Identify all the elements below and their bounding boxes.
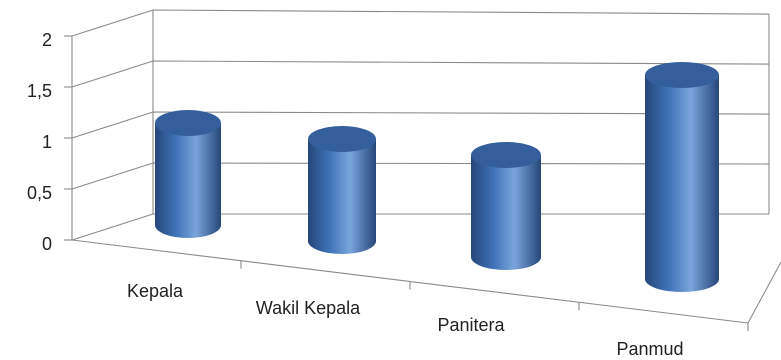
bar-top (471, 142, 541, 168)
bar-top (645, 62, 719, 88)
bar-body (308, 139, 376, 254)
y-tick-label: 1 (42, 132, 52, 152)
y-tick-label: 0 (42, 234, 52, 254)
bars (155, 62, 719, 292)
bar (471, 142, 541, 270)
bar-body (645, 75, 719, 292)
bar (645, 62, 719, 292)
chart-grid (64, 9, 781, 331)
y-tick-label: 0,5 (27, 183, 52, 203)
y-tick-label: 1,5 (27, 81, 52, 101)
bar (155, 110, 221, 238)
bar-body (471, 155, 541, 270)
x-tick-label: Wakil Kepala (256, 298, 361, 318)
bar-body (155, 123, 221, 238)
floor-right-edge (747, 261, 781, 324)
x-tick-label: Panitera (437, 315, 505, 335)
y-axis-labels: 0 0,5 1 1,5 2 (27, 30, 52, 254)
x-tick-label: Kepala (127, 281, 184, 301)
bar-top (308, 126, 376, 152)
x-tick-label: Panmud (616, 339, 683, 359)
bar (308, 126, 376, 254)
x-axis-labels: Kepala Wakil Kepala Panitera Panmud (127, 281, 684, 359)
bar-top (155, 110, 221, 136)
gridline (71, 9, 770, 37)
y-tick-label: 2 (42, 30, 52, 50)
